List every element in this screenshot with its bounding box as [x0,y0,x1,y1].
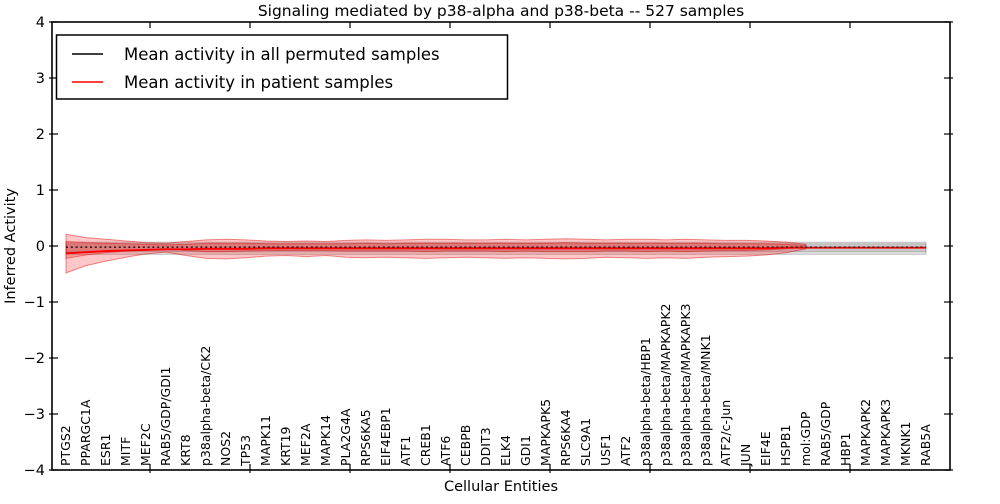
y-tick-label: −1 [24,295,45,311]
category-label: SLC9A1 [578,418,593,466]
x-axis-label: Cellular Entities [444,479,558,495]
y-tick-label: 4 [36,15,45,31]
axis-ticks [49,21,953,473]
category-label: mol:GDP [798,411,813,466]
category-label: RPS6KA5 [358,409,373,466]
y-tick-label: −2 [24,351,45,367]
category-label: MAPK11 [258,415,273,466]
y-tick-label: −3 [24,407,45,423]
category-label: ATF2 [618,436,633,466]
category-label: RAB5A [918,424,933,466]
y-tick-labels: 4 3 2 1 0 −1 −2 −3 −4 [24,15,45,479]
category-label: CREB1 [418,424,433,466]
category-label: EIF4EBP1 [378,407,393,466]
y-axis-label: Inferred Activity [3,188,19,304]
category-label: MEF2A [298,423,313,466]
y-tick-label: 1 [36,183,45,199]
category-label: HBP1 [838,433,853,466]
y-tick-label: −4 [24,463,45,479]
chart-title: Signaling mediated by p38-alpha and p38-… [258,2,744,20]
category-label: EIF4E [758,431,773,466]
y-tick-label: 2 [36,127,45,143]
category-label: MITF [118,437,133,466]
category-label: ELK4 [498,435,513,466]
legend-box [55,34,509,100]
category-label: MEF2C [138,423,153,466]
y-tick-label: 0 [36,239,45,255]
category-label: CEBPB [458,425,473,466]
legend-label-patient: Mean activity in patient samples [124,73,393,92]
x-category-labels: PTGS2 PPARGC1A ESR1 MITF MEF2C RAB5/GDP/GDI1 K… [58,304,933,468]
category-label: ESR1 [98,434,113,466]
category-label: DDIT3 [478,427,493,466]
category-label: PPARGC1A [78,399,93,466]
legend-label-permuted: Mean activity in all permuted samples [124,45,440,64]
category-label: MAPKAPK2 [858,399,873,466]
category-label: RAB5/GDP/GDI1 [158,367,173,466]
category-label: HSPB1 [778,425,793,466]
category-label: KRT8 [178,434,193,466]
category-label: GDI1 [518,435,533,466]
category-label: MAPKAPK3 [878,399,893,466]
category-label: MKNK1 [898,422,913,466]
category-label: RPS6KA4 [558,409,573,466]
category-label: ATF1 [398,436,413,466]
category-label: USF1 [598,434,613,466]
category-label: p38alpha-beta/MAPKAPK3 [678,304,693,467]
category-label: ATF2/c-Jun [718,400,733,466]
category-label: p38alpha-beta/HBP1 [638,337,653,466]
category-label: PTGS2 [58,425,73,466]
category-label: RAB5/GDP [818,401,833,466]
mean-activity-lines [65,246,926,255]
category-label: TP53 [238,435,253,467]
category-label: JUN [738,444,753,467]
legend: Mean activity in all permuted samples Me… [55,34,509,100]
category-label: p38alpha-beta/MNK1 [698,334,713,466]
patient-outer-band [65,233,807,274]
y-tick-label: 3 [36,71,45,87]
category-label: MAPK14 [318,415,333,466]
category-label: MAPKAPK5 [538,399,553,466]
series-line-patient [65,246,926,255]
category-label: NOS2 [218,431,233,466]
category-label: ATF6 [438,436,453,466]
category-label: PLA2G4A [338,408,353,466]
category-label: p38alpha-beta/MAPKAPK2 [658,304,673,467]
category-label: p38alpha-beta/CK2 [198,346,213,466]
category-label: KRT19 [278,426,293,466]
